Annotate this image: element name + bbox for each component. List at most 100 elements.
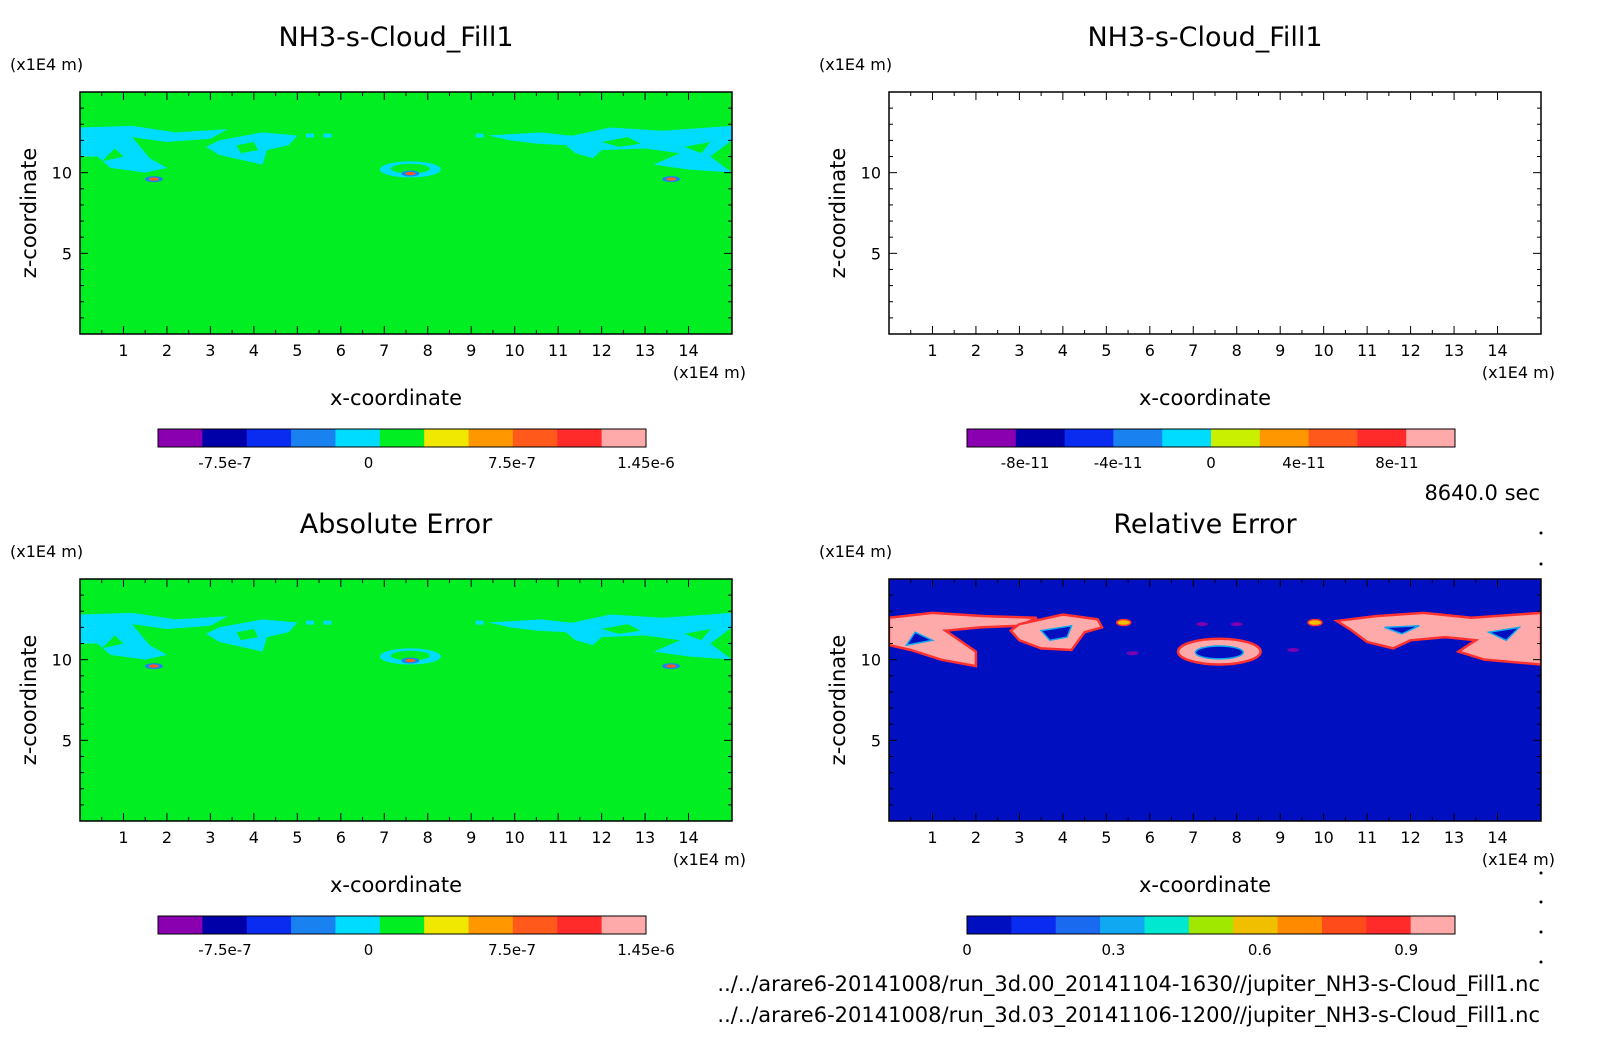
cloud-fragment xyxy=(306,620,315,625)
x-axis-label: x-coordinate xyxy=(330,873,462,897)
colorbar-label: -7.5e-7 xyxy=(198,454,251,472)
colorbar-swatch xyxy=(1357,429,1407,447)
x-tick-label: 3 xyxy=(1014,341,1024,360)
panel-1: NH3-s-Cloud_Fill1(x1E4 m)1 2 3 4 5 6 7 8 9 10 11 12… xyxy=(10,22,746,472)
colorbar-label: 8e-11 xyxy=(1375,454,1418,472)
y-tick-label: 10 xyxy=(861,651,881,670)
cloud-region xyxy=(488,619,585,633)
x-tick-label: 8 xyxy=(423,341,433,360)
y-unit-label: (x1E4 m) xyxy=(819,55,892,74)
error-speck xyxy=(1230,622,1243,627)
colorbar-label: 0.6 xyxy=(1248,941,1272,959)
extreme-high xyxy=(148,664,159,668)
colorbar-swatch xyxy=(424,429,470,447)
x-tick-label: 9 xyxy=(1275,341,1285,360)
x-tick-label: 2 xyxy=(162,341,172,360)
colorbar-swatch xyxy=(291,916,336,934)
colorbar-swatch xyxy=(379,916,425,934)
colorbar-swatch xyxy=(1321,916,1367,934)
colorbar: -7.5e-7 0 7.5e-7 1.45e-6 xyxy=(157,428,675,472)
footer-file-2: ../../arare6-20141008/run_3d.03_20141106… xyxy=(717,1003,1540,1028)
x-unit-label: (x1E4 m) xyxy=(1482,363,1555,382)
panel-title: Relative Error xyxy=(1113,509,1297,540)
colorbar-label: 4e-11 xyxy=(1282,454,1325,472)
panel-2: NH3-s-Cloud_Fill1(x1E4 m)1 2 3 4 5 6 7 8 9 10 11 12… xyxy=(819,22,1555,472)
cloud-gap xyxy=(684,629,711,641)
error-region xyxy=(889,611,1038,668)
error-speck xyxy=(1287,647,1300,652)
colorbar-swatch xyxy=(202,429,248,447)
colorbar-label: 1.45e-6 xyxy=(617,454,675,472)
y-axis-label: z-coordinate xyxy=(826,635,850,766)
x-tick-label: 3 xyxy=(205,828,215,847)
cloud-gap xyxy=(236,629,259,641)
x-tick-label: 2 xyxy=(971,341,981,360)
colorbar-swatch xyxy=(335,429,381,447)
x-tick-label: 9 xyxy=(466,828,476,847)
x-tick-label: 11 xyxy=(1357,341,1377,360)
panel-title: Absolute Error xyxy=(300,509,493,540)
colorbar-swatch xyxy=(557,916,603,934)
colorbar-swatch xyxy=(557,429,603,447)
footer-file-1: ../../arare6-20141008/run_3d.00_20141104… xyxy=(717,972,1540,997)
cloud-fragment xyxy=(475,620,484,625)
x-tick-label: 12 xyxy=(591,828,611,847)
cloud-gap xyxy=(101,148,124,162)
x-tick-label: 4 xyxy=(249,341,259,360)
colorbar-swatch xyxy=(1366,916,1412,934)
panel-title: NH3-s-Cloud_Fill1 xyxy=(1087,22,1322,53)
error-region xyxy=(1333,611,1541,666)
colorbar-swatch xyxy=(967,916,1012,934)
x-tick-label: 14 xyxy=(1487,828,1507,847)
x-tick-label: 7 xyxy=(1188,341,1198,360)
y-tick-label: 5 xyxy=(62,244,72,263)
cloud-ring-gap xyxy=(390,650,430,661)
colorbar-swatch xyxy=(1308,429,1358,447)
cloud-gap xyxy=(101,635,124,649)
colorbar-frame xyxy=(966,428,1456,448)
x-axis-label: x-coordinate xyxy=(1139,873,1271,897)
x-tick-label: 13 xyxy=(635,828,655,847)
cloud-fragment xyxy=(306,133,315,138)
y-tick-label: 5 xyxy=(871,731,881,750)
colorbar-swatch xyxy=(1162,429,1212,447)
x-unit-label: (x1E4 m) xyxy=(673,850,746,869)
x-tick-label: 9 xyxy=(466,341,476,360)
x-tick-label: 11 xyxy=(548,341,568,360)
x-tick-label: 3 xyxy=(1014,828,1024,847)
x-tick-label: 9 xyxy=(1275,828,1285,847)
x-tick-label: 1 xyxy=(927,828,937,847)
cloud-region xyxy=(558,125,732,173)
error-gap xyxy=(1039,624,1073,642)
y-tick-label: 5 xyxy=(62,731,72,750)
colorbar-swatch xyxy=(601,916,647,934)
colorbar-swatch xyxy=(246,916,292,934)
colorbar-label: 1.45e-6 xyxy=(617,941,675,959)
colorbar-label: 0 xyxy=(364,454,374,472)
x-tick-label: 10 xyxy=(504,341,524,360)
cloud-region xyxy=(558,612,732,660)
cloud-fragment xyxy=(323,620,332,625)
x-tick-label: 7 xyxy=(379,828,389,847)
plot-background xyxy=(80,92,732,334)
colorbar-swatch xyxy=(424,916,470,934)
y-tick-label: 5 xyxy=(871,244,881,263)
x-tick-label: 5 xyxy=(1101,341,1111,360)
x-tick-label: 8 xyxy=(1232,828,1242,847)
x-tick-label: 6 xyxy=(336,341,346,360)
colorbar: 0 0.3 0.6 0.9 xyxy=(962,915,1456,959)
x-tick-label: 12 xyxy=(1400,828,1420,847)
x-tick-label: 6 xyxy=(336,828,346,847)
x-tick-label: 11 xyxy=(1357,828,1377,847)
margin-dots xyxy=(1539,531,1543,964)
plot-area xyxy=(889,92,1541,334)
colorbar-frame xyxy=(966,915,1456,935)
error-gap xyxy=(1384,625,1420,635)
x-tick-label: 2 xyxy=(162,828,172,847)
colorbar-swatch xyxy=(1233,916,1279,934)
extreme-high xyxy=(148,177,159,181)
error-speck xyxy=(1195,622,1208,627)
plot-area xyxy=(889,579,1541,821)
x-tick-label: 14 xyxy=(1487,341,1507,360)
